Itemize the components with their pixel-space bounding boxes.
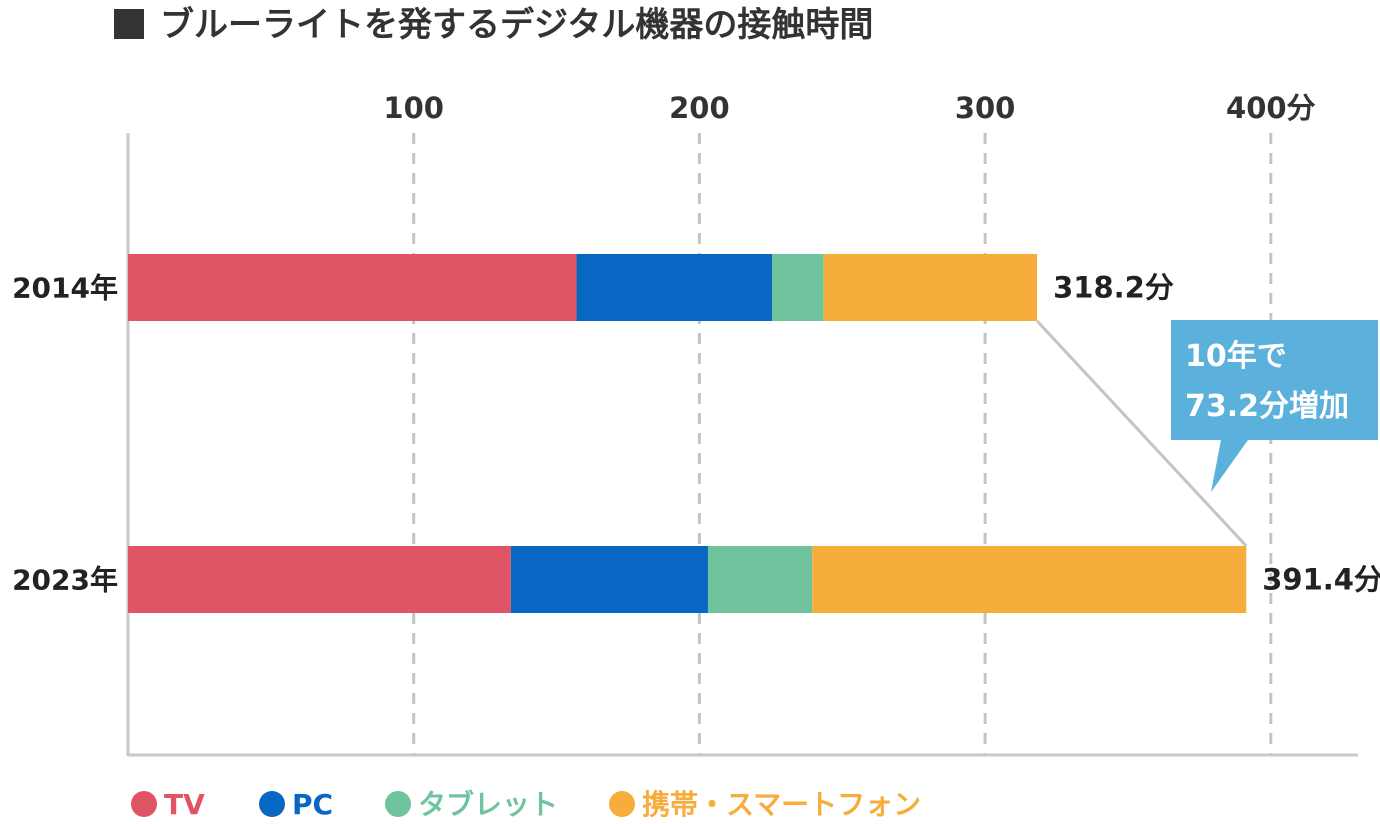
category-label: 2023年	[12, 564, 118, 597]
bar-segment	[772, 254, 824, 321]
legend-label: PC	[292, 788, 333, 821]
bar-segment	[510, 546, 708, 613]
bar-segment	[812, 546, 1247, 613]
increase-connector-line	[1035, 319, 1248, 548]
category-label: 2014年	[12, 272, 118, 305]
total-labels: 318.2分 391.4分	[1053, 271, 1380, 597]
callout-line-1: 10年で	[1185, 339, 1287, 374]
axes	[126, 133, 1358, 757]
legend-marker	[259, 791, 285, 817]
increase-connector	[1035, 319, 1248, 548]
bar-segment	[823, 254, 1038, 321]
legend-marker	[609, 791, 635, 817]
total-label: 318.2分	[1053, 271, 1174, 305]
legend-marker	[131, 791, 157, 817]
bar-segment	[128, 254, 577, 321]
bar-segment	[576, 254, 773, 321]
x-tick-label: 100	[383, 91, 444, 125]
legend-label: タブレット	[418, 788, 558, 821]
category-labels: 2014年 2023年	[12, 272, 118, 597]
legend: TV PC タブレット 携帯・スマートフォン	[131, 788, 921, 821]
increase-callout: 10年で 73.2分増加	[1171, 320, 1378, 492]
x-tick-label: 300	[955, 91, 1016, 125]
legend-marker	[385, 791, 411, 817]
legend-label: TV	[164, 788, 205, 821]
title-marker	[114, 9, 144, 39]
chart-title: ブルーライトを発するデジタル機器の接触時間	[160, 5, 873, 45]
gridlines	[412, 133, 1273, 754]
x-tick-label: 200	[669, 91, 730, 125]
legend-label: 携帯・スマートフォン	[642, 788, 921, 821]
bar-segment	[128, 546, 511, 613]
bars	[128, 254, 1247, 613]
x-tick-label: 400分	[1226, 91, 1316, 125]
total-label: 391.4分	[1262, 563, 1380, 597]
callout-bubble	[1171, 320, 1378, 492]
bar-segment	[707, 546, 813, 613]
callout-line-2: 73.2分増加	[1185, 389, 1349, 424]
x-tick-labels: 100 200 300 400分	[383, 91, 1315, 125]
